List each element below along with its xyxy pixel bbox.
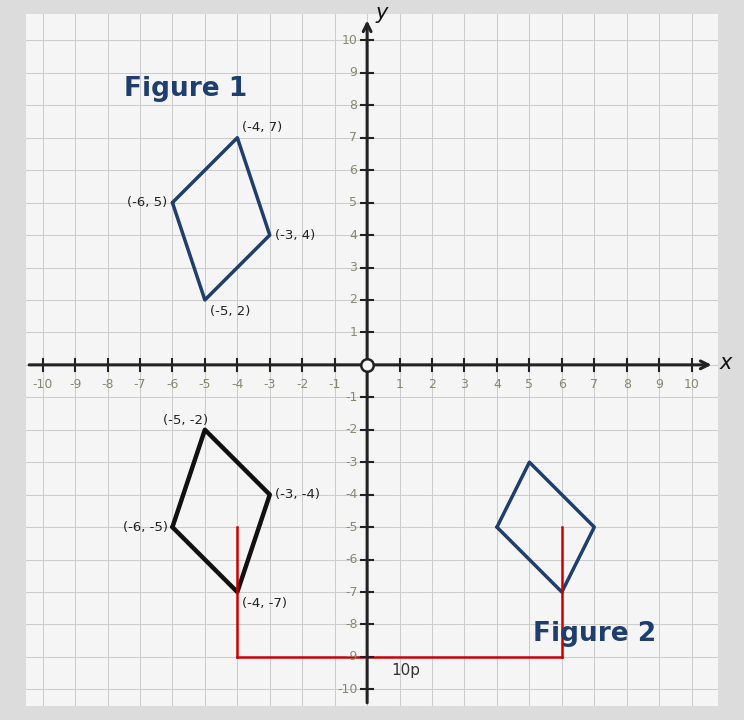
Text: -1: -1 <box>345 391 357 404</box>
Text: (-3, -4): (-3, -4) <box>275 488 320 501</box>
Text: 2: 2 <box>428 379 436 392</box>
Text: -8: -8 <box>101 379 114 392</box>
Text: 8: 8 <box>350 99 357 112</box>
Text: -4: -4 <box>345 488 357 501</box>
Text: -2: -2 <box>296 379 309 392</box>
Text: -6: -6 <box>166 379 179 392</box>
Text: -10: -10 <box>337 683 357 696</box>
Text: 4: 4 <box>493 379 501 392</box>
Text: -2: -2 <box>345 423 357 436</box>
Text: 1: 1 <box>350 326 357 339</box>
Text: (-5, 2): (-5, 2) <box>210 305 250 318</box>
Text: (-3, 4): (-3, 4) <box>275 228 315 242</box>
Text: -5: -5 <box>345 521 357 534</box>
Text: x: x <box>719 354 731 373</box>
Text: 3: 3 <box>461 379 469 392</box>
Text: 7: 7 <box>350 131 357 144</box>
Text: 10: 10 <box>341 34 357 47</box>
Text: 3: 3 <box>350 261 357 274</box>
Text: (-4, 7): (-4, 7) <box>243 122 283 135</box>
Text: 9: 9 <box>655 379 663 392</box>
Text: 5: 5 <box>525 379 533 392</box>
Text: -6: -6 <box>345 553 357 566</box>
Text: 6: 6 <box>350 163 357 176</box>
Text: 9: 9 <box>350 66 357 79</box>
Text: -9: -9 <box>345 650 357 663</box>
Text: -9: -9 <box>69 379 81 392</box>
Text: (-4, -7): (-4, -7) <box>243 597 287 610</box>
Text: -7: -7 <box>134 379 147 392</box>
Text: -7: -7 <box>345 585 357 598</box>
Text: y: y <box>375 3 388 23</box>
Text: -8: -8 <box>345 618 357 631</box>
Text: 8: 8 <box>623 379 631 392</box>
Text: -5: -5 <box>199 379 211 392</box>
Text: 10p: 10p <box>391 663 420 678</box>
Text: 2: 2 <box>350 294 357 307</box>
Text: -3: -3 <box>263 379 276 392</box>
Text: (-6, -5): (-6, -5) <box>123 521 167 534</box>
Text: 1: 1 <box>396 379 403 392</box>
Text: 5: 5 <box>350 196 357 209</box>
Text: 10: 10 <box>684 379 699 392</box>
Text: 4: 4 <box>350 228 357 242</box>
Text: -4: -4 <box>231 379 243 392</box>
Text: (-5, -2): (-5, -2) <box>163 413 208 426</box>
Text: -10: -10 <box>33 379 53 392</box>
Text: (-6, 5): (-6, 5) <box>127 196 167 209</box>
Text: 7: 7 <box>590 379 598 392</box>
Text: -1: -1 <box>329 379 341 392</box>
Text: -3: -3 <box>345 456 357 469</box>
Text: 6: 6 <box>558 379 565 392</box>
Text: Figure 1: Figure 1 <box>124 76 247 102</box>
Text: Figure 2: Figure 2 <box>533 621 656 647</box>
